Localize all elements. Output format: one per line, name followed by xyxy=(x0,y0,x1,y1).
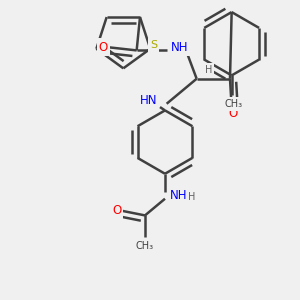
Text: CH₃: CH₃ xyxy=(136,242,154,251)
Text: H: H xyxy=(188,192,195,202)
Text: HN: HN xyxy=(140,94,157,107)
Text: O: O xyxy=(229,107,238,120)
Text: NH: NH xyxy=(171,40,189,54)
Text: CH₃: CH₃ xyxy=(224,99,242,109)
Text: O: O xyxy=(112,204,121,217)
Text: NH: NH xyxy=(169,189,187,202)
Text: O: O xyxy=(99,40,108,54)
Text: H: H xyxy=(205,65,212,75)
Text: S: S xyxy=(150,40,157,50)
